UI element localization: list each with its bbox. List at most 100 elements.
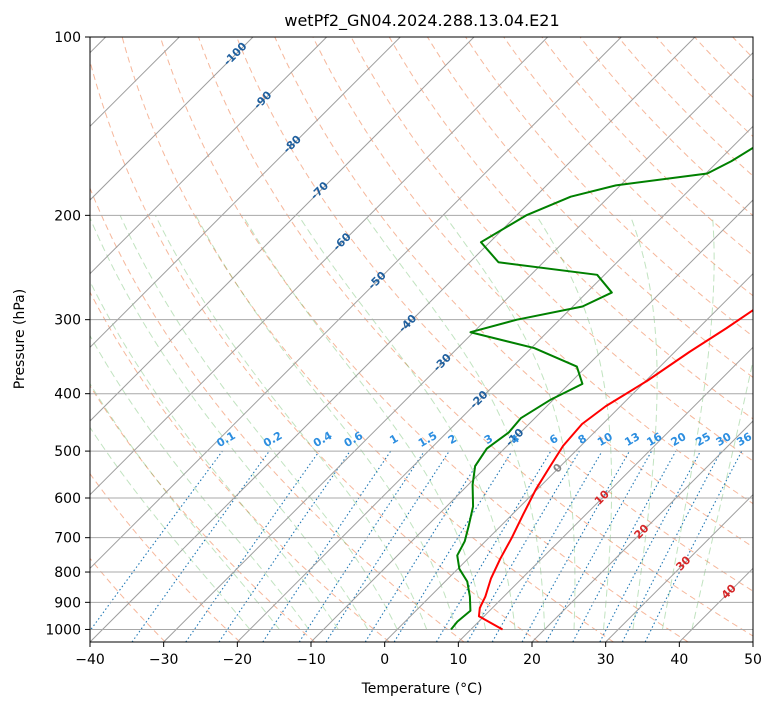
dry-adiabat xyxy=(159,37,689,642)
y-tick-label: 300 xyxy=(54,313,81,329)
y-tick-label: 800 xyxy=(54,565,81,581)
mixing-ratio-line xyxy=(325,450,450,642)
dry-adiabat xyxy=(121,37,614,642)
y-tick-label: 500 xyxy=(54,444,81,460)
isotherm-line xyxy=(531,420,753,642)
x-tick-label: 20 xyxy=(523,652,541,668)
dry-adiabat xyxy=(312,37,753,505)
temperature-line xyxy=(477,309,753,631)
isotherm-line xyxy=(605,493,753,642)
mixing-ratio-line xyxy=(621,450,722,642)
mixing-ratio-label: 13 xyxy=(622,430,642,449)
mixing-ratio-line xyxy=(599,450,702,642)
x-tick-label: 30 xyxy=(597,652,615,668)
mixing-ratio-line xyxy=(545,450,653,642)
y-axis-ticks: 100 200 300 400 500 600 700 800 900 1000 xyxy=(45,30,90,638)
isotherm-line xyxy=(457,346,753,642)
mixing-ratio-label: 10 xyxy=(595,430,615,449)
isotherm-line xyxy=(678,567,753,642)
x-tick-label: −20 xyxy=(223,652,253,668)
mixing-ratio-line xyxy=(185,450,320,642)
dry-adiabat xyxy=(655,37,753,138)
isotherm-line xyxy=(90,37,254,201)
dry-adiabat xyxy=(90,186,465,642)
dry-adiabat xyxy=(90,291,390,642)
y-axis-label: Pressure (hPa) xyxy=(12,289,28,389)
y-tick-label: 700 xyxy=(54,531,81,547)
dry-adiabat xyxy=(90,384,316,642)
mixing-ratio-label: 1 xyxy=(387,432,400,447)
mixing-ratio-label: 16 xyxy=(644,430,664,449)
dry-adiabat xyxy=(771,37,775,642)
isotherm-line xyxy=(90,37,696,642)
dry-adiabat xyxy=(350,37,753,462)
y-tick-label: 100 xyxy=(54,30,81,46)
mixing-ratio-line xyxy=(435,450,552,642)
x-tick-label: 0 xyxy=(380,652,389,668)
moist-adiabat xyxy=(154,215,428,630)
mixing-ratio-line xyxy=(90,450,223,632)
dewpoint-line xyxy=(450,78,753,631)
moist-adiabat xyxy=(691,358,753,630)
moist-adiabat xyxy=(90,382,280,630)
moist-adiabat xyxy=(629,215,658,630)
plot-frame xyxy=(89,36,754,643)
dry-adiabat xyxy=(90,472,241,642)
moist-adiabat xyxy=(90,280,339,630)
dry-adiabat xyxy=(694,37,753,98)
mixing-ratio-line xyxy=(262,450,392,642)
y-tick-label: 1000 xyxy=(45,622,81,638)
mixing-ratio-label: 25 xyxy=(693,430,713,449)
isotherm-label: -60 xyxy=(330,230,353,253)
mixing-ratio-line xyxy=(393,450,513,642)
y-tick-label: 400 xyxy=(54,387,81,403)
mixing-ratio-line xyxy=(521,450,630,642)
y-tick-label: 200 xyxy=(54,208,81,224)
isotherm-label: 0 xyxy=(550,461,565,476)
mixing-ratio-label: 6 xyxy=(547,432,560,447)
mixing-ratio-line xyxy=(572,450,677,642)
dry-adiabat xyxy=(236,37,753,592)
mixing-ratio-label: 0.1 xyxy=(214,429,237,450)
isotherm-line xyxy=(384,272,753,642)
isotherm-line xyxy=(90,37,622,570)
isotherm-line xyxy=(752,641,753,642)
grid-lines xyxy=(90,37,753,642)
x-tick-label: −30 xyxy=(149,652,179,668)
y-tick-label: 600 xyxy=(54,491,81,507)
isotherm-label: 30 xyxy=(673,553,693,573)
y-tick-label: 900 xyxy=(54,595,81,611)
x-tick-label: 50 xyxy=(744,652,762,668)
x-tick-label: −40 xyxy=(75,652,105,668)
chart-title: wetPf2_GN04.2024.288.13.04.E21 xyxy=(284,11,559,31)
isotherm-line xyxy=(90,37,475,422)
mixing-ratio-label: 1.5 xyxy=(416,429,439,450)
dry-adiabat xyxy=(388,37,753,420)
background-lines xyxy=(90,37,775,642)
x-tick-label: 10 xyxy=(449,652,467,668)
mixing-ratio-label: 0.6 xyxy=(342,429,366,450)
moist-adiabat xyxy=(297,215,516,630)
moist-adiabat xyxy=(195,215,457,630)
isotherm-line xyxy=(236,125,753,642)
isotherm-line xyxy=(90,37,549,496)
isotherm-line xyxy=(310,199,753,642)
isotherm-line xyxy=(90,37,401,349)
x-tick-label: −10 xyxy=(296,652,326,668)
dry-adiabat xyxy=(426,37,753,378)
mixing-ratio-line xyxy=(298,450,425,642)
mixing-ratio-label: 0.2 xyxy=(261,429,284,450)
moist-adiabat xyxy=(90,216,369,630)
dry-adiabat xyxy=(90,59,540,642)
x-axis-ticks: −40 −30 −20 −10 0 10 20 30 40 50 xyxy=(75,642,762,668)
isotherm-label: -90 xyxy=(251,88,274,111)
dry-adiabat xyxy=(465,37,753,337)
mixing-ratio-line xyxy=(131,450,270,642)
x-tick-label: 40 xyxy=(670,652,688,668)
data-series xyxy=(450,78,753,631)
moist-adiabat xyxy=(535,215,613,630)
mixing-ratio-line xyxy=(218,450,351,642)
dry-adiabat xyxy=(732,37,753,59)
